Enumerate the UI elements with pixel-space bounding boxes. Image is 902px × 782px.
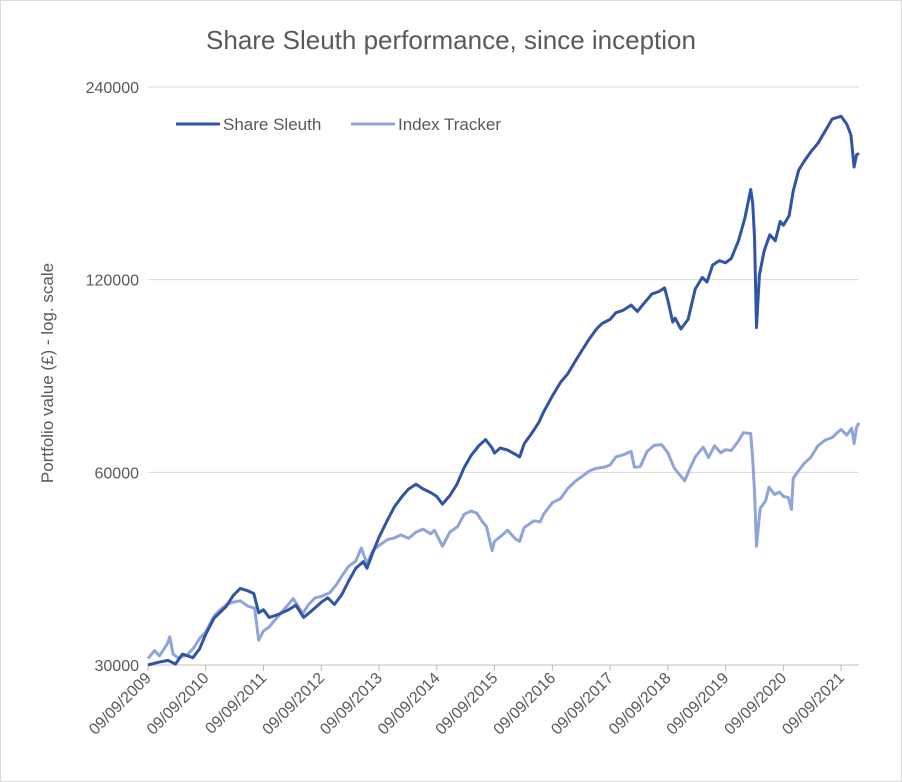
series-lines — [146, 114, 861, 667]
y-tick-label: 120000 — [86, 273, 139, 290]
legend-label: Index Tracker — [398, 115, 501, 134]
gridlines — [148, 86, 859, 473]
x-axis: 09/09/200909/09/201009/09/201109/09/2012… — [86, 664, 859, 739]
legend-label: Share Sleuth — [223, 115, 321, 134]
x-tick-label: 09/09/2021 — [779, 670, 848, 739]
y-tick-label: 30000 — [95, 658, 140, 675]
series-line-share-sleuth — [147, 114, 860, 667]
y-axis-label: Portfolio value (£) - log. scale — [38, 263, 57, 483]
y-tick-label: 60000 — [95, 465, 140, 482]
y-axis-ticks: 30000 60000 120000 240000 — [86, 80, 139, 675]
x-tick-label: 09/09/2010 — [144, 670, 213, 739]
y-tick-label: 240000 — [86, 80, 139, 97]
series-line-index-tracker — [146, 422, 861, 660]
legend: Share Sleuth Index Tracker — [176, 115, 501, 134]
chart-title: Share Sleuth performance, since inceptio… — [206, 25, 696, 55]
